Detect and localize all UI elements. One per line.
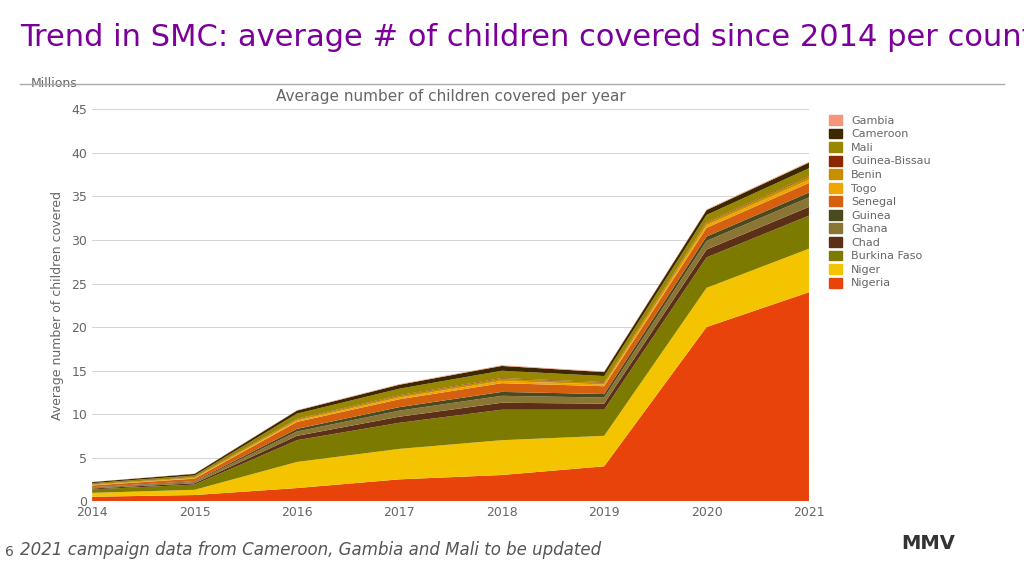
Title: Average number of children covered per year: Average number of children covered per y… — [275, 89, 626, 104]
Text: Trend in SMC: average # of children covered since 2014 per country: Trend in SMC: average # of children cove… — [20, 23, 1024, 52]
Legend: Gambia, Cameroon, Mali, Guinea-Bissau, Benin, Togo, Senegal, Guinea, Ghana, Chad: Gambia, Cameroon, Mali, Guinea-Bissau, B… — [828, 115, 931, 289]
Text: MMV: MMV — [901, 534, 955, 553]
Text: 2021 campaign data from Cameroon, Gambia and Mali to be updated: 2021 campaign data from Cameroon, Gambia… — [20, 541, 602, 559]
Text: 6: 6 — [5, 545, 14, 559]
Y-axis label: Average number of children covered: Average number of children covered — [51, 191, 65, 420]
Text: Millions: Millions — [31, 77, 78, 90]
